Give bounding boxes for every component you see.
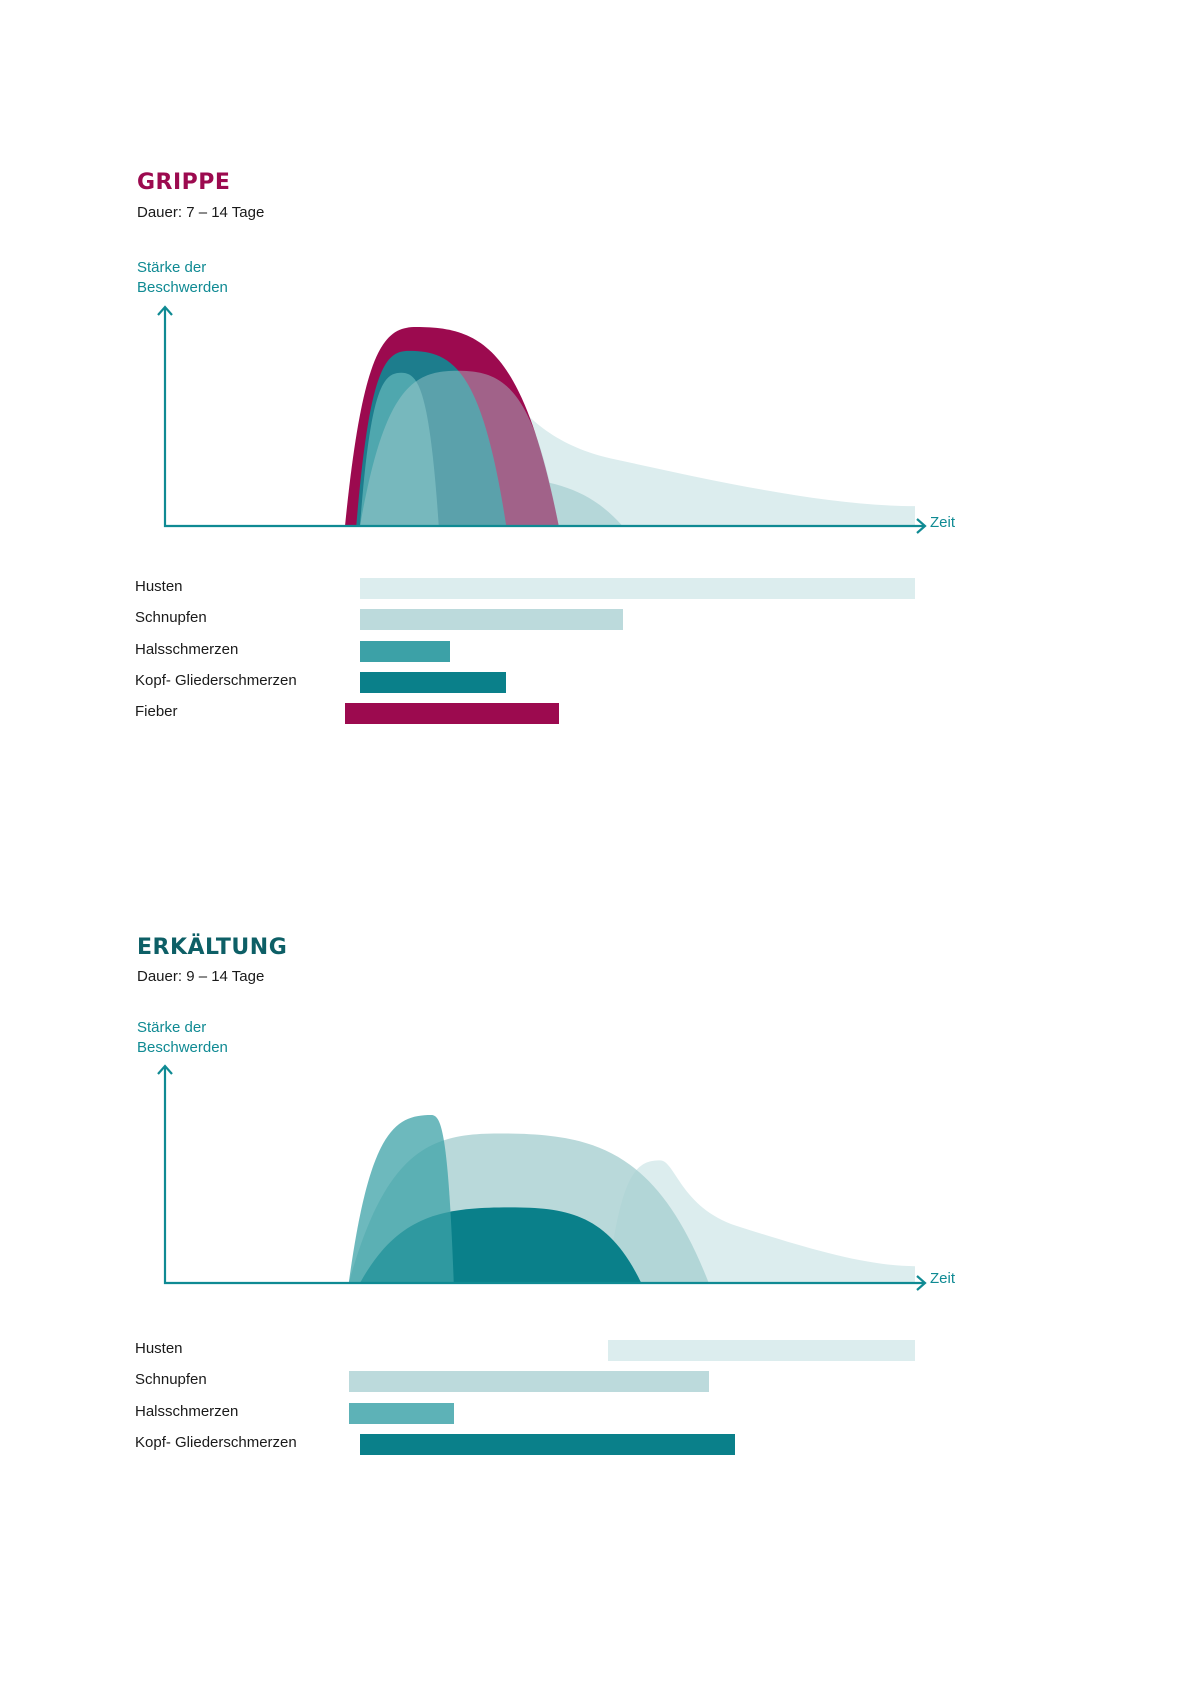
x-axis-label: Zeit — [930, 1270, 956, 1287]
area-halsschmerzen-overlay — [360, 370, 559, 526]
bar-fieber — [345, 703, 559, 725]
bar-halsschmerzen — [360, 640, 450, 662]
y-axis-arrow-icon — [157, 1064, 173, 1075]
bar-schnupfen — [348, 1371, 709, 1393]
x-axis-arrow-icon — [916, 518, 927, 534]
axes — [163, 307, 925, 528]
bar-label-schnupfen: Schnupfen — [135, 609, 207, 627]
chart-subtitle: Dauer: 7 – 14 Tage — [137, 204, 265, 221]
bar-kopf-gliederschmerzen — [360, 1433, 735, 1455]
bar-husten — [607, 1340, 915, 1361]
area-halsschmerzen — [348, 1115, 454, 1283]
bar-label-kopf-gliederschmerzen: Kopf- Gliederschmerzen — [135, 671, 297, 689]
area-halsschmerzen — [360, 372, 439, 526]
bar-label-halsschmerzen: Halsschmerzen — [135, 1402, 239, 1420]
y-axis-arrow-icon — [157, 305, 173, 316]
bar-kopf-gliederschmerzen — [360, 671, 507, 693]
chart-title: GRIPPE — [137, 170, 231, 195]
grippe-area-chart — [157, 305, 927, 534]
chart-title: ERKÄLTUNG — [137, 935, 288, 960]
y-axis-label: Stärke der Beschwerden — [137, 259, 228, 296]
bar-label-husten: Husten — [135, 1340, 183, 1357]
bar-label-schnupfen: Schnupfen — [135, 1371, 207, 1389]
axes — [163, 1066, 925, 1285]
chart-subtitle: Dauer: 9 – 14 Tage — [137, 968, 265, 985]
grippe-section: GRIPPE Dauer: 7 – 14 Tage Stärke der Bes… — [0, 0, 1191, 800]
bar-label-fieber: Fieber — [135, 703, 178, 721]
bar-schnupfen — [360, 609, 623, 631]
bar-label-husten: Husten — [135, 578, 183, 595]
bar-label-kopf-gliederschmerzen: Kopf- Gliederschmerzen — [135, 1433, 297, 1451]
x-axis-label: Zeit — [930, 514, 956, 531]
bar-label-halsschmerzen: Halsschmerzen — [135, 640, 239, 658]
bar-husten — [360, 578, 915, 599]
y-axis-label: Stärke der Beschwerden — [137, 1019, 228, 1056]
x-axis-arrow-icon — [916, 1275, 927, 1291]
bar-halsschmerzen — [348, 1402, 454, 1424]
